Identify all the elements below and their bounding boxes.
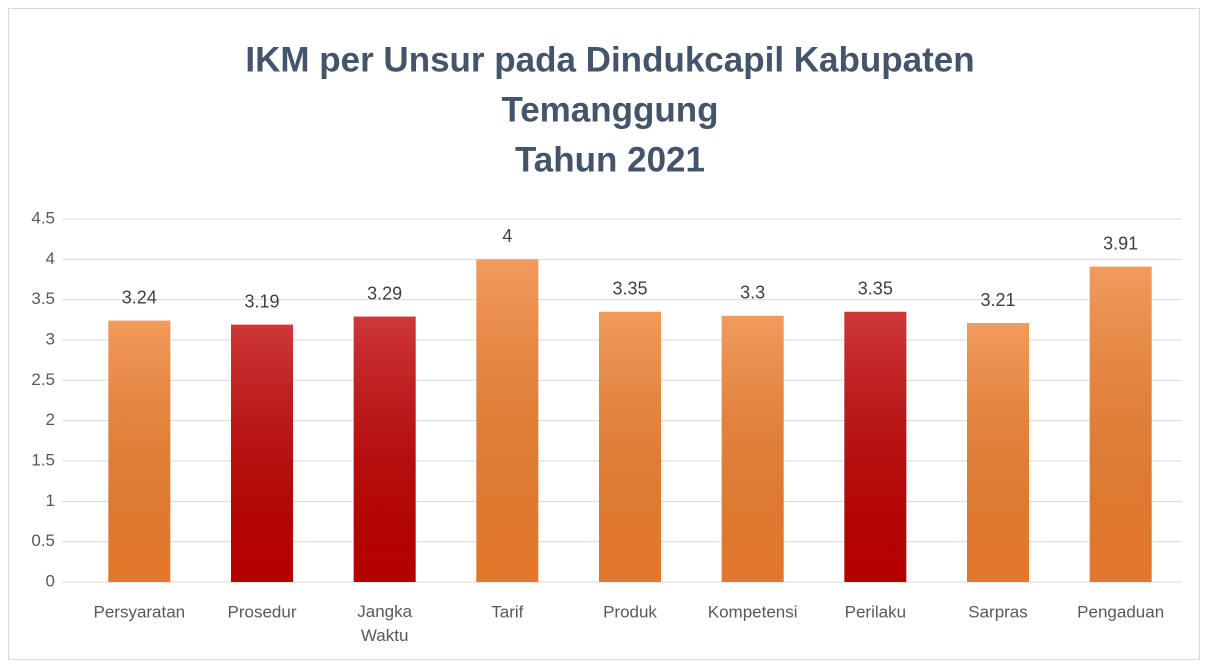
- data-label: 3.24: [122, 287, 157, 307]
- y-tick-label: 3: [46, 329, 55, 348]
- x-tick-label: Tarif: [491, 602, 523, 621]
- chart-title: Tahun 2021: [515, 140, 705, 179]
- bar: [844, 311, 907, 582]
- y-tick-label: 1.5: [31, 450, 55, 469]
- bar: [599, 311, 661, 582]
- bar: [967, 323, 1029, 582]
- y-tick-label: 3.5: [31, 289, 55, 308]
- x-tick-label: Prosedur: [228, 602, 297, 621]
- bar: [476, 259, 539, 582]
- x-tick-label: Produk: [603, 602, 657, 621]
- data-label: 3.35: [612, 279, 647, 299]
- bar: [108, 320, 171, 582]
- x-tick-label: Sarpras: [968, 602, 1028, 621]
- chart-title: Temanggung: [501, 90, 718, 129]
- data-label: 3.91: [1103, 233, 1138, 253]
- data-label: 3.3: [740, 283, 765, 303]
- y-tick-label: 2: [46, 410, 55, 429]
- x-tick-label: Pengaduan: [1077, 602, 1164, 621]
- x-tick-label: Jangka Waktu: [357, 602, 412, 645]
- data-label: 3.21: [980, 290, 1015, 310]
- y-tick-label: 0.5: [31, 531, 55, 550]
- y-tick-label: 1: [46, 491, 55, 510]
- data-label: 3.19: [244, 291, 279, 311]
- y-tick-label: 0: [46, 571, 55, 590]
- y-tick-label: 4.5: [31, 208, 55, 227]
- x-tick-label: Perilaku: [845, 602, 906, 621]
- chart-title: IKM per Unsur pada Dindukcapil Kabupaten: [245, 40, 974, 79]
- data-label: 3.29: [367, 283, 402, 303]
- y-tick-label: 2.5: [31, 370, 55, 389]
- y-tick-label: 4: [46, 249, 55, 268]
- x-tick-label: Persyaratan: [93, 602, 185, 621]
- data-label: 4: [502, 226, 512, 246]
- bar: [721, 315, 784, 582]
- bar: [353, 316, 416, 582]
- data-label: 3.35: [858, 279, 893, 299]
- bar: [1089, 266, 1152, 582]
- bar: [231, 324, 293, 582]
- x-tick-label: Kompetensi: [708, 602, 798, 621]
